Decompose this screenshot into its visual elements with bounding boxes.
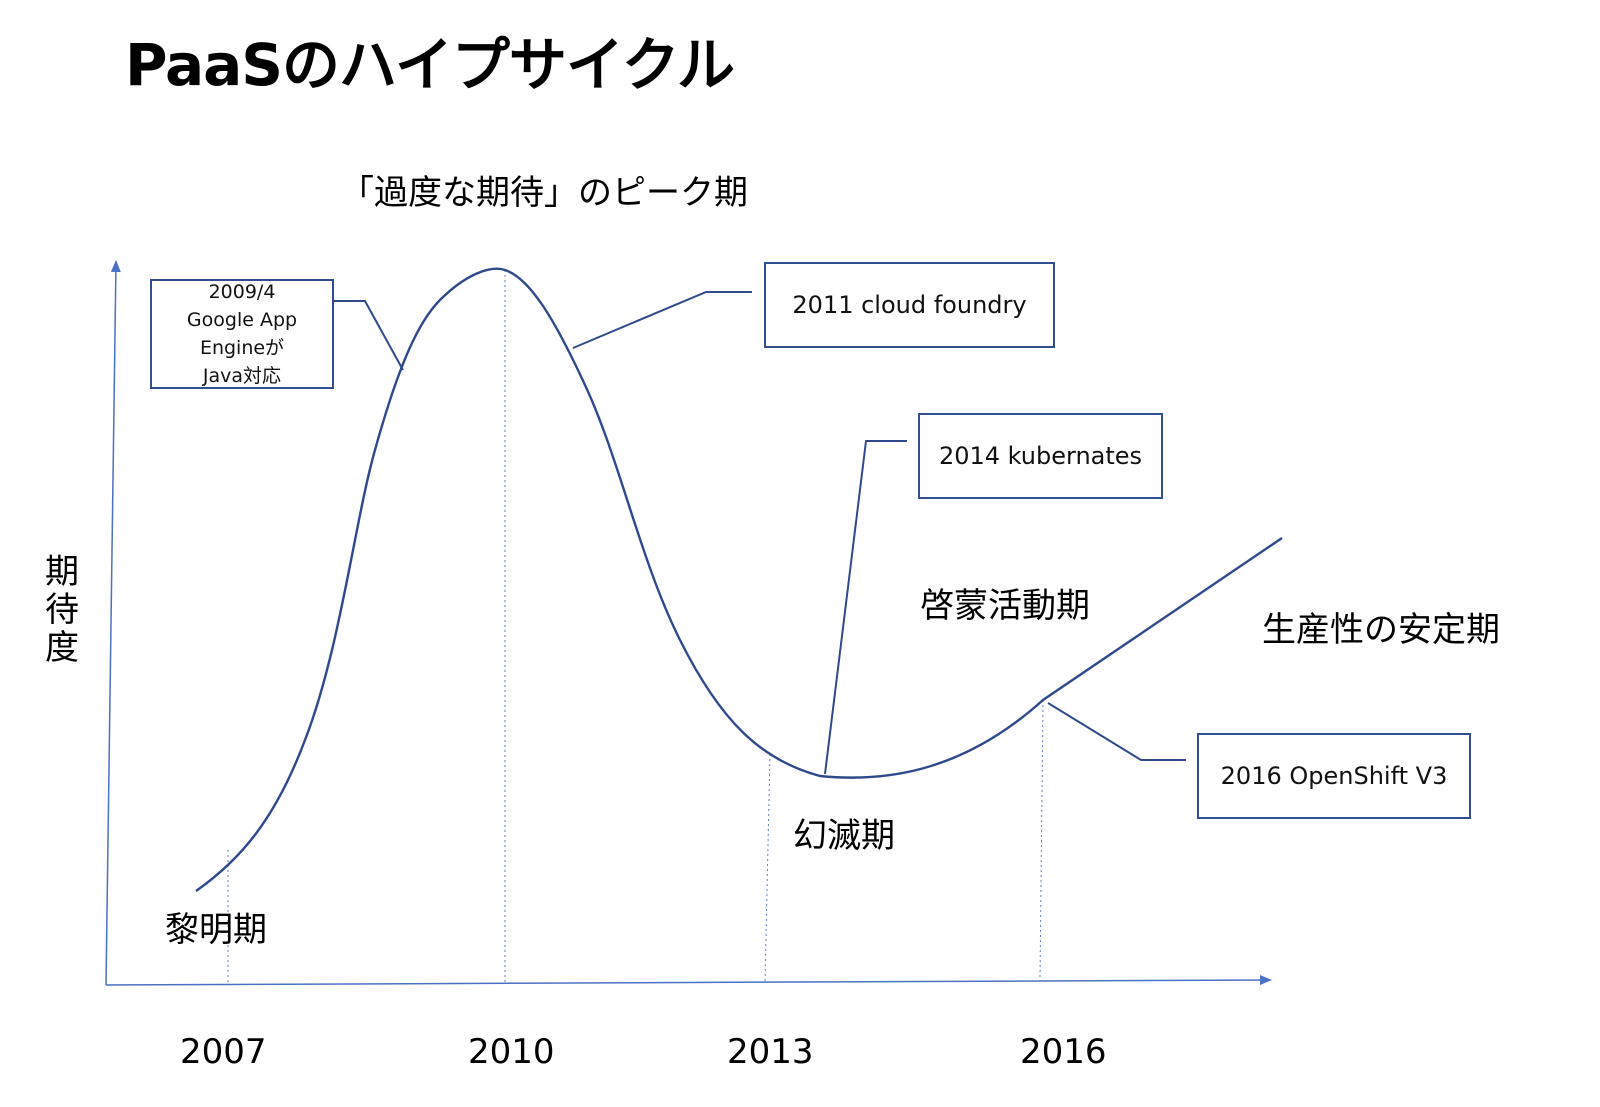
phase-label-enlightenment: 啓蒙活動期 (920, 586, 1090, 626)
y-axis-label: 期待度 (45, 552, 79, 668)
callout-kubernetes-text: 2014 kubernates (938, 442, 1143, 470)
callout-kubernetes: 2014 kubernates (918, 413, 1163, 499)
year-label-2007: 2007 (180, 1032, 267, 1072)
year-label-2010: 2010 (468, 1032, 555, 1072)
callout-openshift: 2016 OpenShift V3 (1197, 733, 1471, 819)
leader-kubernetes (824, 440, 907, 775)
year-label-2013: 2013 (727, 1032, 814, 1072)
phase-label-dawn: 黎明期 (165, 910, 267, 950)
leader-cloudfoundry (572, 291, 752, 349)
callout-cloud-foundry-text: 2011 cloud foundry (792, 291, 1027, 319)
phase-label-plateau: 生産性の安定期 (1262, 610, 1500, 650)
leader-gae (333, 300, 404, 371)
phase-label-peak: 「過度な期待」のピーク期 (340, 173, 748, 213)
phase-label-trough: 幻滅期 (793, 816, 895, 856)
callout-gae-line: Google App (186, 309, 298, 331)
callout-openshift-text: 2016 OpenShift V3 (1220, 762, 1448, 790)
callout-cloud-foundry: 2011 cloud foundry (764, 262, 1055, 348)
callout-gae-line: Java対応 (202, 365, 282, 387)
year-label-2016: 2016 (1020, 1032, 1107, 1072)
callout-google-app-engine: 2009/4 Google App Engineが Java対応 (150, 279, 334, 389)
callout-gae-line: Engineが (199, 337, 285, 359)
guide-line-2016 (1039, 699, 1044, 981)
leader-openshift (1047, 702, 1186, 761)
hype-curve (195, 267, 1283, 892)
guide-line-2013 (764, 753, 771, 983)
y-axis (105, 260, 121, 986)
slide-title: PaaSのハイプサイクル (125, 31, 735, 99)
x-axis (105, 975, 1272, 986)
callout-gae-line: 2009/4 (208, 281, 276, 303)
